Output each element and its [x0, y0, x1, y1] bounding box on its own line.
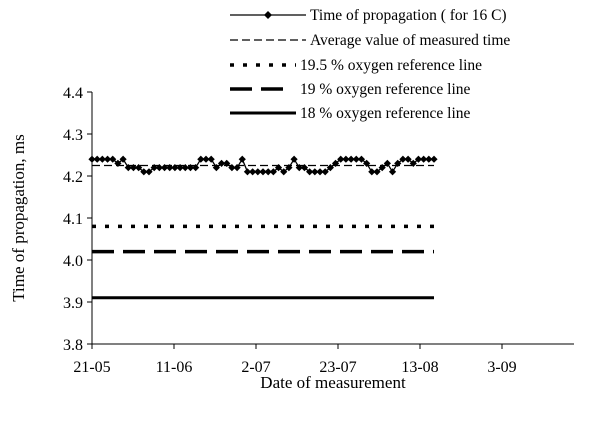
propagation-data-point	[337, 155, 345, 163]
axes	[91, 92, 574, 345]
propagation-data-point	[124, 164, 132, 172]
propagation-data-point	[160, 164, 169, 172]
propagation-data-point	[98, 155, 106, 163]
propagation-data-point	[388, 168, 397, 176]
propagation-data-point	[217, 159, 226, 167]
legend-label-19-percent: 19 % oxygen reference line	[300, 81, 471, 98]
x-tick-label: 11-06	[156, 359, 193, 376]
legend-label-propagation: Time of propagation ( for 16 C)	[310, 7, 507, 24]
legend-entry-19-percent: 19 % oxygen reference line	[230, 81, 471, 98]
legend-entry-time-of-propagation: Time of propagation ( for 16 C)	[230, 7, 507, 24]
y-tick-label: 4.3	[63, 127, 83, 144]
propagation-data-point	[264, 168, 272, 176]
propagation-data-point	[342, 155, 350, 163]
propagation-data-point	[155, 164, 163, 172]
x-tick-label: 23-07	[319, 359, 356, 376]
propagation-data-point	[254, 168, 262, 176]
propagation-data-point	[119, 155, 127, 163]
y-tick-label: 4.0	[63, 253, 83, 270]
legend-entry-19-5-percent: 19.5 % oxygen reference line	[230, 57, 482, 74]
legend-entry-18-percent: 18 % oxygen reference line	[230, 105, 471, 122]
legend-label-average: Average value of measured time	[310, 32, 510, 49]
plot-area	[88, 155, 438, 300]
x-axis-ticks: 21-05 11-06 2-07 23-07 13-08 3-09	[73, 344, 517, 376]
y-axis-title: Time of propagation, ms	[9, 134, 28, 301]
propagation-data-point	[347, 155, 355, 163]
legend-diamond-marker	[264, 11, 272, 19]
propagation-data-point	[306, 168, 314, 176]
propagation-data-point	[285, 164, 293, 172]
propagation-data-point	[378, 164, 386, 172]
propagation-data-point	[150, 164, 158, 172]
propagation-data-point	[192, 164, 200, 172]
propagation-data-point	[363, 159, 371, 167]
propagation-data-point	[394, 159, 402, 167]
propagation-data-point	[114, 159, 122, 167]
x-tick-label: 13-08	[401, 359, 438, 376]
x-tick-label: 3-09	[487, 359, 516, 376]
y-tick-label: 4.1	[63, 211, 83, 228]
propagation-data-point	[331, 159, 340, 167]
y-axis-ticks: 3.8 3.9 4.0 4.1 4.2 4.3 4.4	[63, 85, 92, 354]
propagation-data-point	[207, 155, 215, 163]
propagation-data-point	[145, 168, 153, 176]
propagation-data-point	[280, 168, 288, 176]
propagation-data-point	[228, 164, 236, 172]
propagation-data-point	[414, 155, 423, 163]
propagation-data-point	[223, 159, 231, 167]
y-tick-label: 3.8	[63, 337, 83, 354]
y-tick-label: 3.9	[63, 295, 83, 312]
propagation-data-point	[103, 155, 112, 163]
propagation-data-point	[140, 168, 148, 176]
propagation-data-point	[316, 168, 324, 176]
propagation-data-point	[295, 164, 303, 172]
propagation-data-point	[352, 155, 360, 163]
propagation-data-point	[399, 155, 407, 163]
x-axis-title: Date of measurement	[260, 373, 406, 392]
legend: Time of propagation ( for 16 C) Average …	[230, 7, 510, 122]
propagation-data-point	[202, 155, 210, 163]
propagation-data-point	[171, 164, 179, 172]
propagation-data-point	[243, 168, 252, 176]
propagation-data-point	[274, 164, 283, 172]
propagation-data-point	[233, 164, 241, 172]
propagation-data-point	[129, 164, 138, 172]
propagation-data-point	[93, 155, 101, 163]
propagation-data-point	[326, 164, 334, 172]
legend-entry-average: Average value of measured time	[230, 32, 510, 49]
propagation-data-point	[311, 168, 319, 176]
propagation-data-point	[88, 155, 96, 163]
propagation-data-point	[238, 155, 246, 163]
propagation-data-point	[425, 155, 433, 163]
propagation-data-point	[259, 168, 267, 176]
propagation-data-point	[212, 164, 220, 172]
legend-label-18-percent: 18 % oxygen reference line	[300, 105, 471, 122]
propagation-data-point	[269, 168, 277, 176]
propagation-data-point	[197, 155, 205, 163]
propagation-data-point	[300, 164, 309, 172]
propagation-data-point	[404, 155, 412, 163]
propagation-data-point	[181, 164, 189, 172]
propagation-data-point	[166, 164, 174, 172]
propagation-data-point	[109, 155, 117, 163]
propagation-data-point	[357, 155, 366, 163]
x-tick-label: 2-07	[241, 359, 270, 376]
propagation-data-point	[420, 155, 428, 163]
propagation-data-point	[430, 155, 438, 163]
propagation-data-point	[135, 164, 143, 172]
propagation-data-point	[373, 168, 381, 176]
y-tick-label: 4.4	[63, 85, 83, 102]
propagation-data-point	[409, 159, 417, 167]
propagation-data-point	[368, 168, 376, 176]
propagation-data-point	[176, 164, 184, 172]
x-tick-label: 21-05	[73, 359, 110, 376]
propagation-data-point	[290, 155, 298, 163]
propagation-data-point	[321, 168, 329, 176]
y-tick-label: 4.2	[63, 169, 83, 186]
propagation-data-point	[186, 164, 195, 172]
propagation-data-point	[383, 159, 391, 167]
legend-label-19-5-percent: 19.5 % oxygen reference line	[300, 57, 482, 74]
propagation-data-point	[249, 168, 257, 176]
